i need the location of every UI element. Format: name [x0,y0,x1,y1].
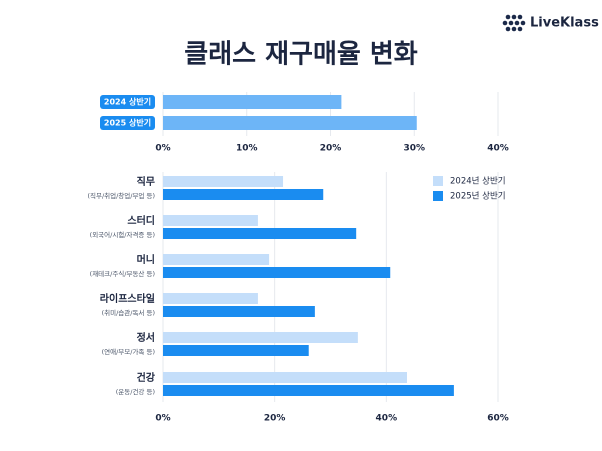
category-note: (취미/습관/독서 등) [102,308,155,317]
x-tick-label: 0% [155,414,170,424]
x-tick-label: 10% [236,144,258,154]
logo-text: LiveKlass [530,16,599,31]
category-label: 2025 상반기 [104,118,151,128]
x-tick-label: 40% [376,414,398,424]
bar [163,176,284,187]
x-tick-label: 60% [487,414,509,424]
category-label: 스터디 [127,214,155,227]
page-title: 클래스 재구매율 변화 [184,40,417,70]
category-label: 라이프스타일 [100,292,155,305]
bar [163,116,417,130]
bar [163,254,270,265]
category-note: (재테크/주식/부동산 등) [90,269,155,278]
category-pill [100,116,155,130]
category-label: 머니 [137,253,155,266]
x-tick-label: 30% [403,144,425,154]
x-tick-label: 40% [487,144,509,154]
category-label: 정서 [137,331,155,344]
bar [163,332,358,343]
x-tick-label: 0% [155,144,170,154]
legend-swatch [433,191,443,201]
bar [163,215,258,226]
x-tick-label: 20% [320,144,342,154]
logo-icon [502,14,526,32]
category-note: (연애/부모/가족 등) [102,347,155,356]
category-note: (외국어/시험/자격증 등) [90,230,155,239]
category-note: (운동/건강 등) [116,387,155,396]
category-label: 건강 [137,371,156,384]
bar [163,267,391,278]
legend-label: 2024년 상반기 [450,176,506,187]
legend-swatch [433,176,443,186]
category-pill [100,95,155,109]
x-tick-label: 20% [264,414,286,424]
bar [163,189,324,200]
category-label: 2024 상반기 [104,97,151,107]
bar [163,228,357,239]
bar [163,95,342,109]
bar [163,372,407,383]
bar [163,306,315,317]
legend-label: 2025년 상반기 [450,191,506,202]
category-note: (직무/취업/창업/부업 등) [87,191,155,200]
bar [163,345,309,356]
bar [163,385,454,396]
bar [163,293,258,304]
category-label: 직무 [137,175,155,188]
